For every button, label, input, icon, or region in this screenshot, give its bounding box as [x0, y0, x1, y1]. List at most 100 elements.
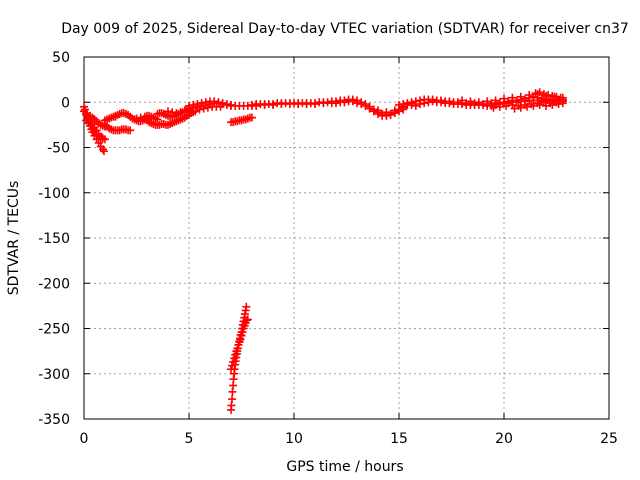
data-point: [525, 91, 534, 100]
data-point: [554, 100, 563, 109]
data-point: [311, 100, 319, 109]
data-point: [491, 96, 500, 105]
data-point: [483, 97, 492, 106]
y-tick-label: -350: [38, 412, 70, 428]
data-point: [531, 89, 540, 98]
data-point: [411, 101, 420, 110]
data-point: [172, 109, 181, 118]
data-point: [233, 344, 242, 353]
data-point: [228, 395, 237, 404]
data-point: [424, 98, 433, 107]
data-point: [535, 100, 544, 109]
data-point: [227, 100, 235, 109]
x-tick-label: 25: [600, 431, 618, 447]
data-point: [136, 113, 145, 122]
data-point: [231, 350, 240, 359]
data-point: [510, 104, 519, 113]
data-point: [230, 354, 239, 363]
data-point: [238, 328, 247, 337]
data-point: [348, 97, 357, 106]
data-point: [420, 99, 429, 108]
data-point: [323, 98, 332, 107]
data-point: [260, 100, 269, 109]
y-tick-label: -300: [38, 367, 70, 383]
data-point: [445, 99, 454, 108]
data-point: [319, 99, 328, 108]
data-point: [416, 100, 424, 109]
data-point: [189, 100, 198, 109]
data-point: [242, 302, 251, 311]
data-point: [332, 99, 340, 108]
y-axis-label: SDTVAR / TECUs: [6, 181, 22, 296]
data-point: [407, 98, 416, 107]
data-point: [248, 100, 256, 109]
data-point: [386, 110, 395, 119]
grid-lines: [84, 57, 609, 419]
data-point: [458, 96, 466, 105]
data-point: [353, 99, 361, 108]
data-point: [500, 94, 508, 103]
x-tick-label: 20: [495, 431, 513, 447]
data-point: [214, 98, 223, 107]
data-point: [252, 101, 261, 110]
y-tick-labels: 50 0 -50 -100 -150 -200 -250 -300 -350: [38, 50, 70, 428]
data-point: [203, 103, 212, 112]
data-point: [340, 98, 349, 107]
data-point: [99, 147, 108, 156]
data-point: [197, 99, 206, 108]
data-point: [236, 335, 245, 344]
x-axis-label: GPS time / hours: [286, 459, 403, 475]
y-tick-label: -250: [38, 322, 70, 338]
data-point: [399, 100, 408, 109]
data-point: [243, 315, 252, 324]
y-tick-label: -150: [38, 231, 70, 247]
data-point: [285, 100, 294, 109]
data-point: [180, 106, 189, 115]
data-point: [294, 100, 303, 109]
data-point: [101, 135, 109, 144]
data-point: [535, 88, 544, 97]
data-point: [168, 108, 177, 117]
x-tick-labels: 0 5 10 15 20 25: [80, 431, 618, 447]
data-point: [558, 99, 567, 108]
y-tick-label: -50: [47, 141, 70, 157]
data-point: [210, 97, 219, 106]
data-point: [474, 98, 483, 107]
data-point: [489, 103, 498, 112]
data-point: [495, 102, 504, 111]
y-tick-label: 0: [61, 95, 70, 111]
data-point: [248, 113, 256, 122]
x-tick-label: 5: [185, 431, 194, 447]
y-tick-label: -100: [38, 186, 70, 202]
data-point: [227, 365, 235, 374]
data-point: [437, 98, 445, 107]
chart-title: Day 009 of 2025, Sidereal Day-to-day VTE…: [61, 21, 629, 37]
data-point: [193, 100, 202, 109]
data-point: [552, 92, 561, 101]
data-point: [516, 92, 525, 101]
data-point: [222, 100, 231, 109]
data-point: [382, 108, 391, 117]
data-point: [539, 90, 548, 99]
data-point: [357, 100, 366, 109]
y-tick-label: 50: [52, 50, 70, 66]
x-tick-label: 15: [390, 431, 408, 447]
data-point: [390, 106, 399, 115]
data-point: [81, 105, 90, 114]
data-point: [548, 91, 557, 100]
data-point: [185, 101, 193, 110]
data-point: [395, 100, 403, 109]
data-point: [428, 97, 437, 106]
axis-ticks: [83, 56, 610, 420]
y-tick-label: -200: [38, 276, 70, 292]
data-point: [529, 101, 538, 110]
data-point: [201, 98, 210, 107]
data-point: [229, 357, 238, 366]
data-point: [164, 107, 172, 116]
data-points: [80, 88, 567, 414]
data-point: [556, 93, 565, 102]
data-point: [98, 145, 107, 154]
data-point: [502, 101, 511, 110]
data-point: [365, 104, 374, 113]
